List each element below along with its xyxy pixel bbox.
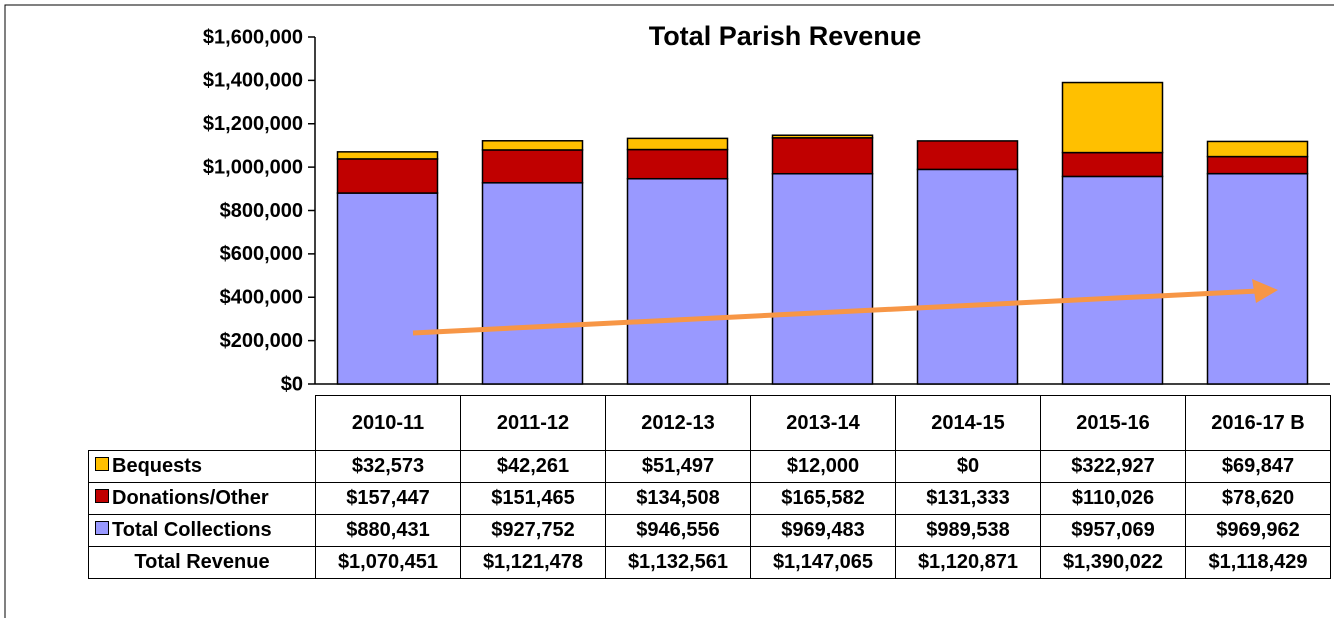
bar-segment <box>1206 140 1309 158</box>
bar-segment <box>481 149 584 184</box>
y-tick-label: $600,000 <box>220 243 303 265</box>
bar-segment <box>916 140 1019 171</box>
legend-label: Donations/Other <box>112 487 269 509</box>
frame <box>4 4 1334 618</box>
y-tick-label: $1,400,000 <box>203 70 303 92</box>
bar-segment <box>626 137 729 151</box>
category-label: 2015-16 <box>1040 395 1186 451</box>
total-label: $1,120,871 <box>895 546 1041 579</box>
category-label: 2011-12 <box>460 395 606 451</box>
data-label: $42,261 <box>460 450 606 483</box>
legend-entry: Bequests <box>88 450 316 483</box>
bar-segment <box>771 172 874 385</box>
category-label: 2014-15 <box>895 395 1041 451</box>
data-label: $322,927 <box>1040 450 1186 483</box>
total-label: $1,132,561 <box>605 546 751 579</box>
row-label: Total Revenue <box>88 546 316 579</box>
data-label: $0 <box>895 450 1041 483</box>
y-tick-label: $1,000,000 <box>203 156 303 178</box>
table-row: 2010-11 2011-12 2012-13 2013-14 2014-15 2015-… <box>88 395 1331 451</box>
bar-segment <box>481 182 584 385</box>
data-label: $880,431 <box>315 514 461 547</box>
bar-segment <box>336 192 439 385</box>
data-label: $51,497 <box>605 450 751 483</box>
bar-segment <box>336 158 439 194</box>
y-tick-label: $1,600,000 <box>203 26 303 48</box>
data-label: $110,026 <box>1040 482 1186 515</box>
trend-arrow <box>412 279 1278 336</box>
legend-key <box>95 457 109 471</box>
bar-segment <box>626 148 729 180</box>
legend-label: Bequests <box>112 455 203 477</box>
trend-line <box>412 288 1259 336</box>
total-label: $1,070,451 <box>315 546 461 579</box>
legend-key <box>95 489 109 503</box>
category-label: 2012-13 <box>605 395 751 451</box>
table-row: Total Collections $880,431 $927,752 $946,55… <box>88 514 1331 547</box>
data-table: 2010-11 2011-12 2012-13 2013-14 2014-15 2015-… <box>88 395 1331 579</box>
y-tick-label: $800,000 <box>220 200 303 222</box>
chart-title: Total Parish Revenue <box>649 21 922 51</box>
y-tick-label: $0 <box>281 373 303 395</box>
data-label: $78,620 <box>1185 482 1331 515</box>
data-label: $32,573 <box>315 450 461 483</box>
bar-segment <box>771 134 874 139</box>
bar-segment <box>626 177 729 385</box>
bar-segment <box>481 140 584 151</box>
data-label: $69,847 <box>1185 450 1331 483</box>
y-tick-label: $400,000 <box>220 287 303 309</box>
data-label: $989,538 <box>895 514 1041 547</box>
data-label: $134,508 <box>605 482 751 515</box>
data-label: $969,962 <box>1185 514 1331 547</box>
bar-segment <box>1206 172 1309 385</box>
data-label: $946,556 <box>605 514 751 547</box>
data-label: $957,069 <box>1040 514 1186 547</box>
legend-key <box>95 521 109 535</box>
bar-segment <box>1061 151 1164 178</box>
bar-segment <box>336 151 439 160</box>
data-label: $12,000 <box>750 450 896 483</box>
bars <box>336 81 1309 385</box>
data-label: $165,582 <box>750 482 896 515</box>
total-label: $1,118,429 <box>1185 546 1331 579</box>
category-label: 2013-14 <box>750 395 896 451</box>
arrow-head <box>1252 279 1278 303</box>
table-row: Total Revenue $1,070,451 $1,121,478 $1,132,… <box>88 546 1331 579</box>
category-label: 2016-17 B <box>1185 395 1331 451</box>
bar-segment <box>916 168 1019 385</box>
data-label: $969,483 <box>750 514 896 547</box>
table-row: Donations/Other $157,447 $151,465 $134,508 $… <box>88 482 1331 515</box>
total-label: $1,147,065 <box>750 546 896 579</box>
bar-segment <box>771 137 874 175</box>
blank-cell <box>88 395 316 451</box>
y-tick-label: $200,000 <box>220 330 303 352</box>
bar-segment <box>1061 81 1164 154</box>
category-label: 2010-11 <box>315 395 461 451</box>
legend-entry: Donations/Other <box>88 482 316 515</box>
bar-segment <box>1061 175 1164 385</box>
data-label: $151,465 <box>460 482 606 515</box>
legend-entry: Total Collections <box>88 514 316 547</box>
bar-segment <box>1206 155 1309 175</box>
y-tick-label: $1,200,000 <box>203 113 303 135</box>
data-label: $131,333 <box>895 482 1041 515</box>
total-label: $1,390,022 <box>1040 546 1186 579</box>
legend-label: Total Collections <box>112 519 272 541</box>
data-label: $927,752 <box>460 514 606 547</box>
data-label: $157,447 <box>315 482 461 515</box>
table-row: Bequests $32,573 $42,261 $51,497 $12,000 $0 $3… <box>88 450 1331 483</box>
total-label: $1,121,478 <box>460 546 606 579</box>
